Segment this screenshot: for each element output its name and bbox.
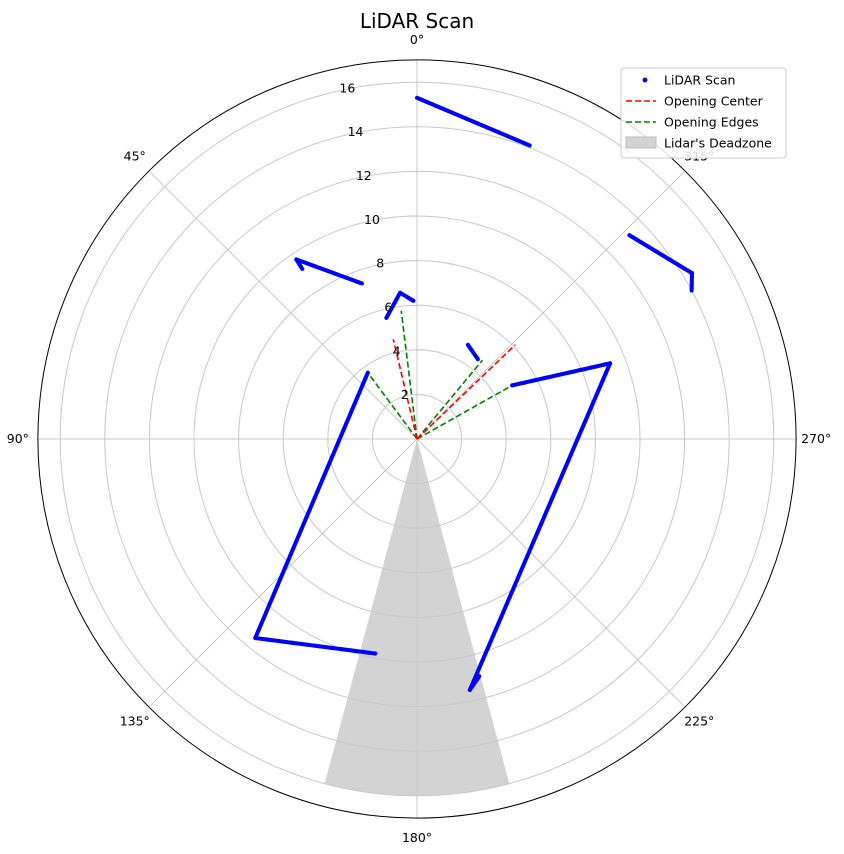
legend-deadzone-patch-icon [625, 136, 657, 149]
polar-grid [37, 59, 797, 819]
polar-outer-frame [37, 59, 797, 819]
chart-title: LiDAR Scan [360, 9, 474, 33]
opening-edge-line-0 [400, 310, 418, 440]
scan-point [300, 266, 305, 272]
r-tick-label-16: 16 [339, 80, 355, 95]
radial-tick-labels: 2 4 6 8 10 12 14 16 [339, 80, 408, 402]
theta-grid-line-225 [416, 438, 686, 708]
opening-edge-line-1 [367, 372, 418, 440]
r-tick-label-12: 12 [356, 168, 372, 183]
r-tick-label-4: 4 [393, 343, 401, 358]
legend-label-scan: LiDAR Scan [664, 73, 735, 88]
theta-tick-label-270: 270° [801, 431, 831, 446]
scan-point [527, 143, 532, 148]
angle-tick-labels: 0°45°90°135°180°225°270°315° [7, 32, 831, 845]
theta-grid-line-45 [148, 170, 418, 440]
legend-label-opening-edges: Opening Edges [664, 115, 759, 130]
opening-center-line-1 [416, 344, 516, 440]
legend-label-opening-center: Opening Center [664, 94, 764, 109]
scan-point [689, 288, 694, 293]
r-tick-label-14: 14 [348, 124, 364, 139]
opening-edge-line-3 [416, 383, 515, 440]
legend: LiDAR Scan Opening Center Opening Edges … [620, 67, 787, 159]
opening-center-line-0 [392, 339, 418, 440]
theta-tick-label-45: 45° [124, 149, 146, 164]
scan-point [475, 357, 480, 362]
r-tick-label-8: 8 [376, 256, 384, 271]
theta-tick-label-180: 180° [402, 830, 432, 845]
theta-tick-label-135: 135° [120, 713, 150, 728]
theta-tick-label-225: 225° [684, 713, 714, 728]
scan-point [365, 370, 370, 375]
opening-edge-line-2 [416, 359, 484, 440]
r-tick-label-2: 2 [401, 387, 409, 402]
theta-tick-label-90: 90° [7, 431, 29, 446]
legend-label-deadzone: Lidar's Deadzone [664, 136, 772, 151]
legend-frame [620, 67, 787, 159]
scan-point [477, 674, 482, 679]
legend-scan-marker-icon [642, 77, 648, 83]
scan-points-layer [253, 95, 695, 693]
opening-lines-layer [367, 310, 516, 440]
theta-grid-line-315 [416, 170, 686, 440]
scan-point [384, 315, 389, 321]
r-tick-label-10: 10 [364, 212, 380, 227]
theta-tick-label-0: 0° [410, 32, 424, 47]
r-tick-label-6: 6 [384, 299, 392, 314]
